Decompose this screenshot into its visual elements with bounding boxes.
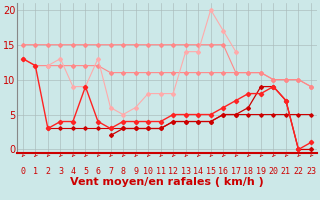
X-axis label: Vent moyen/en rafales ( km/h ): Vent moyen/en rafales ( km/h ) xyxy=(70,177,264,187)
